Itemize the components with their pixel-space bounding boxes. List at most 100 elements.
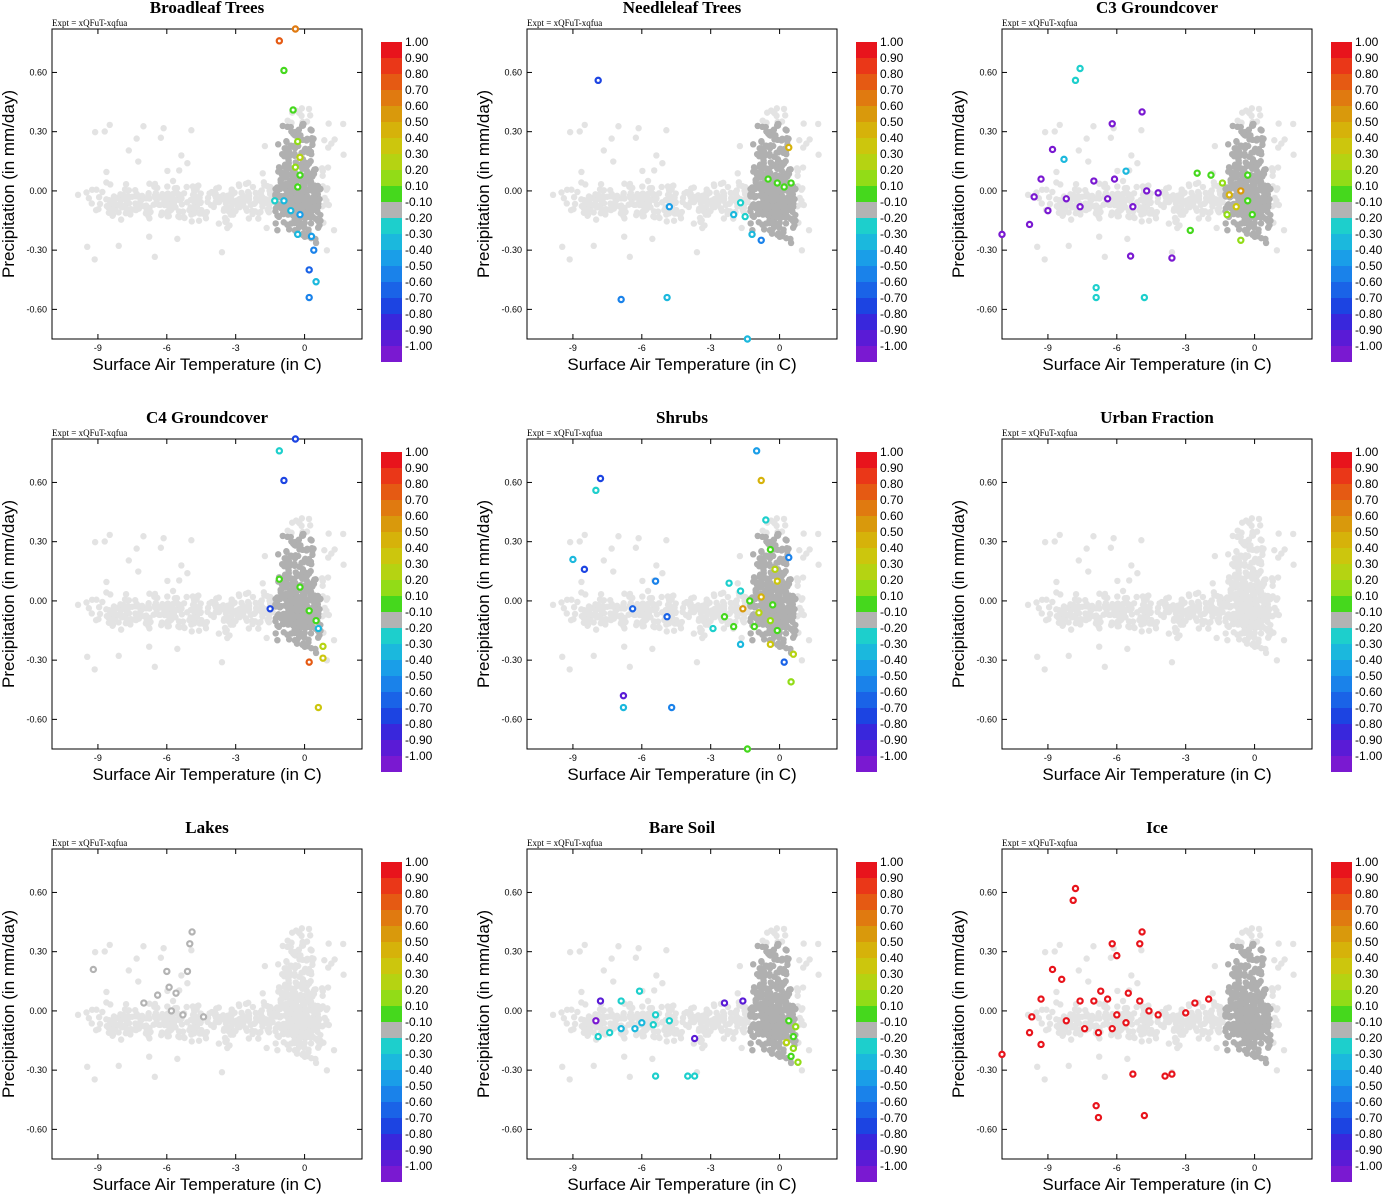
background-point	[125, 187, 133, 194]
data-point	[1237, 236, 1245, 244]
background-point	[1090, 203, 1098, 210]
x-tick-label: -3	[707, 343, 715, 353]
background-point	[1235, 146, 1242, 153]
data-point	[291, 163, 300, 171]
background-point	[176, 214, 183, 221]
data-point	[1225, 191, 1234, 199]
background-point	[210, 613, 217, 621]
background-point	[176, 167, 183, 174]
background-point	[231, 599, 238, 606]
colorbar-swatch	[1331, 138, 1352, 154]
background-point	[784, 137, 791, 145]
background-point	[1259, 197, 1267, 205]
background-point	[626, 253, 634, 261]
background-point	[308, 561, 315, 568]
data-point	[314, 624, 323, 633]
y-tick-label: 0.60	[504, 477, 522, 487]
background-point	[571, 200, 579, 208]
background-point	[1124, 235, 1131, 243]
background-point	[275, 168, 282, 175]
background-point	[85, 195, 93, 202]
background-point	[656, 214, 663, 222]
colorbar-label: -0.20	[1355, 211, 1383, 225]
background-point	[171, 185, 179, 192]
background-point	[699, 192, 706, 199]
colorbar-swatch	[856, 298, 877, 314]
background-point	[1126, 214, 1133, 221]
background-point	[1242, 190, 1250, 198]
background-point	[292, 600, 300, 608]
background-point	[285, 146, 292, 153]
x-tick-label: -3	[232, 753, 240, 763]
background-point	[1084, 193, 1092, 200]
background-point	[160, 534, 167, 542]
background-point	[1259, 137, 1266, 145]
background-point	[176, 624, 183, 631]
background-point	[1273, 247, 1281, 254]
colorbar: 1.000.900.800.700.600.500.400.300.200.10…	[381, 35, 433, 362]
background-point	[305, 515, 313, 523]
data-point	[1048, 145, 1057, 154]
background-point	[192, 603, 199, 610]
colorbar-label: 0.60	[405, 509, 429, 523]
background-point	[1093, 208, 1100, 215]
background-point	[1051, 128, 1058, 135]
background-point	[1101, 253, 1109, 261]
background-point	[592, 216, 600, 223]
background-point	[1128, 152, 1135, 159]
background-point	[312, 645, 319, 653]
background-point	[132, 610, 139, 617]
background-point	[1114, 183, 1121, 190]
background-point	[279, 582, 286, 590]
colorbar-label: 0.70	[880, 83, 904, 97]
data-point	[319, 642, 327, 651]
background-point	[288, 519, 296, 526]
colorbar-swatch	[381, 564, 402, 580]
background-point	[566, 256, 573, 263]
background-point	[307, 588, 315, 595]
background-point	[215, 594, 223, 601]
background-point	[1165, 220, 1173, 227]
background-point	[615, 123, 622, 130]
background-point	[563, 200, 570, 207]
background-point	[632, 134, 640, 141]
background-point	[106, 531, 113, 539]
colorbar-label: 0.40	[405, 131, 429, 145]
background-point	[133, 545, 140, 552]
colorbar-label: 1.00	[405, 35, 429, 49]
background-point	[296, 596, 304, 603]
background-point	[235, 591, 243, 598]
background-point	[1275, 120, 1282, 127]
background-point	[760, 157, 767, 164]
background-point	[245, 190, 253, 197]
data-point	[305, 658, 313, 666]
background-point	[308, 212, 315, 219]
data-point	[312, 616, 320, 625]
background-point	[169, 177, 177, 185]
background-point	[1144, 198, 1151, 205]
background-point	[1085, 158, 1092, 165]
colorbar-label: 0.70	[405, 493, 429, 507]
background-point	[234, 609, 241, 616]
background-point	[787, 166, 794, 173]
data-point	[314, 703, 323, 712]
background-point	[779, 135, 786, 142]
background-point	[122, 180, 130, 188]
background-point	[610, 205, 618, 212]
data-point	[1062, 195, 1070, 203]
background-point	[1246, 186, 1254, 193]
colorbar-swatch	[856, 154, 877, 170]
background-point	[605, 206, 612, 213]
data-point	[1244, 171, 1252, 179]
expt-label: Expt = xQFuT-xqfua	[527, 428, 602, 438]
chart-title: C3 Groundcover	[1096, 0, 1218, 17]
colorbar-swatch	[856, 202, 877, 218]
background-point	[679, 194, 687, 202]
background-point	[1095, 191, 1102, 198]
background-point	[325, 144, 332, 151]
background-point	[164, 593, 171, 600]
background-point	[754, 172, 761, 180]
data-point	[1092, 293, 1100, 302]
y-tick-label: -0.30	[501, 655, 522, 665]
background-point	[287, 588, 294, 595]
